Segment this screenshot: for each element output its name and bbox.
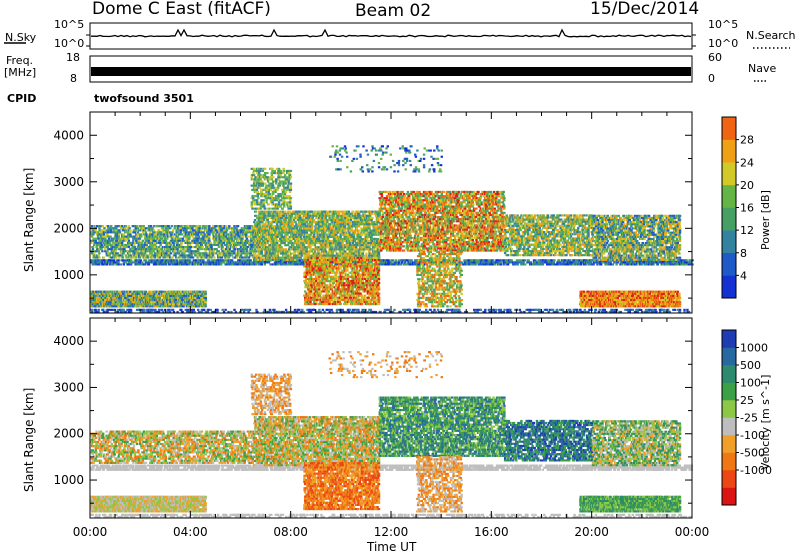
echo-cell-627 [159, 297, 161, 299]
echo-cell-1023 [205, 293, 207, 295]
echo-cell-1030 [92, 263, 94, 265]
echo-cell-450 [139, 299, 141, 301]
chart-area: 282420161284 100050010025-25-100-500-100… [0, 0, 800, 554]
echo-cell-1000 [202, 299, 204, 301]
echo-cell-556 [151, 301, 153, 303]
echo-cell-369 [129, 291, 131, 293]
echo-cell-804 [179, 297, 181, 299]
echo-cell-665 [163, 293, 165, 295]
echo-cell-58 [96, 301, 98, 303]
echo-cell-709 [169, 299, 171, 301]
echo-cell-1017 [205, 305, 207, 307]
echo-cell-841 [184, 295, 186, 297]
echo-cell-548 [149, 291, 151, 293]
echo-cell-1026 [90, 259, 92, 261]
echo-cell-704 [168, 293, 170, 295]
echo-cell-933 [194, 297, 196, 299]
echo-cell-274 [120, 299, 122, 301]
echo-cell-1019 [205, 301, 207, 303]
echo-cell-1018 [204, 303, 206, 305]
echo-cell-507 [145, 291, 147, 293]
echo-cell-652 [162, 291, 164, 293]
echo-cell-221 [114, 297, 116, 299]
echo-cell-1020 [205, 299, 207, 301]
echo-cell-606 [157, 299, 159, 301]
echo-cell-1022 [204, 295, 206, 297]
echo-cell-688 [167, 305, 169, 307]
echo-cell-761 [175, 299, 177, 301]
echo-cell-205 [112, 305, 114, 307]
power-panel [90, 145, 694, 313]
echo-cell-825 [182, 305, 184, 307]
echo-cell-180 [109, 301, 111, 303]
echo-cell-553 [150, 293, 152, 295]
echo-cell-1021 [205, 297, 207, 299]
echo-cell-960 [198, 305, 200, 307]
echo-cell-155 [106, 297, 108, 299]
echo-cell-621 [158, 293, 160, 295]
echo-cell-1024 [204, 291, 206, 293]
echo-cell-666 [164, 305, 166, 307]
echo-cell-588 [154, 297, 156, 299]
echo-cell-264 [118, 291, 120, 293]
echo-cell-880 [188, 299, 190, 301]
echo-cell-53 [95, 295, 97, 297]
echo-cell-672 [164, 291, 166, 293]
